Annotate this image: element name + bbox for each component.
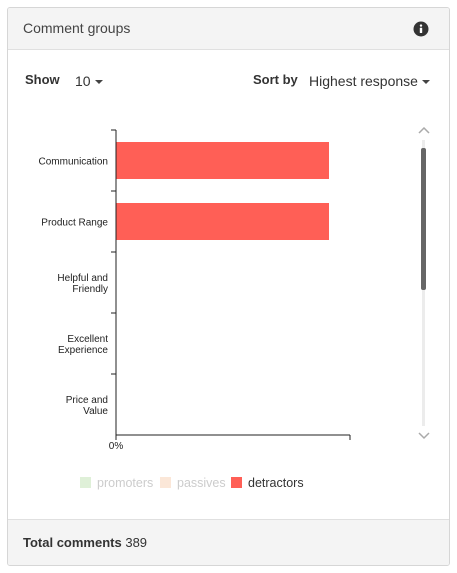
bar-chart: Communication Product Range Helpful and Fri… <box>39 129 351 452</box>
legend-swatch <box>160 477 171 488</box>
x-tick-label: 0% <box>109 441 124 452</box>
sort-label: Sort by <box>253 72 298 87</box>
legend-item-passives[interactable]: passives <box>160 476 226 490</box>
sort-dropdown[interactable]: Highest response <box>309 73 430 89</box>
chevron-up-icon[interactable] <box>418 126 430 134</box>
chevron-down-icon[interactable] <box>418 432 430 440</box>
y-tick-label: Excellent Experience <box>58 334 108 356</box>
y-tick-label: Helpful and Friendly <box>57 273 108 295</box>
legend-swatch <box>80 477 91 488</box>
legend-label: detractors <box>248 476 304 490</box>
total-comments: Total comments 389 <box>23 535 147 550</box>
chevron-down-icon <box>421 80 430 85</box>
bar-detractors[interactable] <box>116 142 329 179</box>
y-tick-label: Product Range <box>41 218 108 229</box>
card-header: Comment groups <box>8 8 449 50</box>
y-tick-label: Communication <box>39 157 108 168</box>
comment-groups-card: Comment groups Show 10 Sort by Highest r… <box>7 7 450 566</box>
total-comments-label: Total comments <box>23 535 122 550</box>
card-footer: Total comments 389 <box>8 519 449 565</box>
legend-item-promoters[interactable]: promoters <box>80 476 153 490</box>
scroll-thumb[interactable] <box>421 148 426 290</box>
info-icon[interactable] <box>413 21 429 37</box>
chart-controls: Show 10 Sort by Highest response <box>8 70 449 94</box>
legend-item-detractors[interactable]: detractors <box>231 476 304 490</box>
show-label: Show <box>25 72 60 87</box>
legend-swatch <box>231 477 242 488</box>
legend-label: promoters <box>97 476 154 490</box>
sort-value: Highest response <box>309 73 418 89</box>
show-dropdown[interactable]: 10 <box>75 73 103 89</box>
chart-scrollbar[interactable] <box>416 126 432 440</box>
legend-label: passives <box>177 476 226 490</box>
bar-detractors[interactable] <box>116 203 329 240</box>
card-title: Comment groups <box>23 20 131 36</box>
total-comments-value: 389 <box>125 535 148 550</box>
y-tick-label: Price and Value <box>66 395 109 417</box>
chevron-down-icon <box>94 80 103 85</box>
show-value: 10 <box>75 73 91 89</box>
